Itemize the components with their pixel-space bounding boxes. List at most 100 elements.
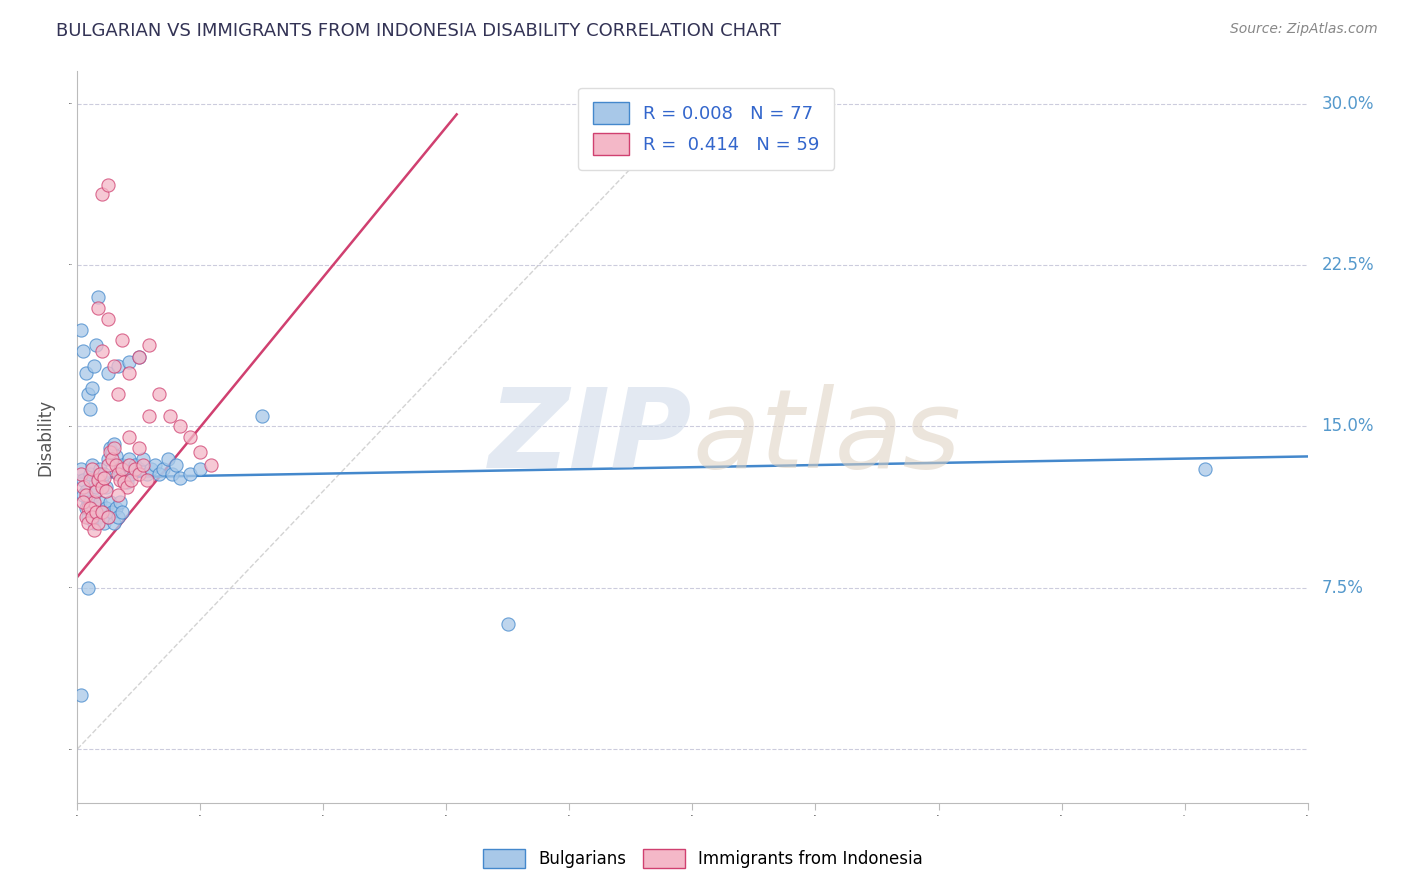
Point bbox=[97, 451, 120, 466]
Point bbox=[141, 462, 163, 476]
Point bbox=[79, 473, 101, 487]
Point bbox=[128, 351, 150, 365]
Point bbox=[79, 402, 101, 417]
Point bbox=[105, 458, 128, 472]
Point bbox=[138, 409, 160, 423]
Point bbox=[496, 617, 519, 632]
Point bbox=[97, 458, 120, 472]
Point bbox=[80, 505, 103, 519]
Point bbox=[89, 467, 111, 481]
Point bbox=[79, 494, 101, 508]
Point bbox=[115, 479, 138, 493]
Point bbox=[98, 494, 121, 508]
Point bbox=[72, 479, 94, 493]
Point bbox=[70, 467, 93, 481]
Point bbox=[132, 451, 155, 466]
Point bbox=[87, 301, 110, 315]
Point bbox=[97, 366, 120, 380]
Point bbox=[72, 473, 94, 487]
Point bbox=[111, 462, 134, 476]
Point bbox=[111, 333, 134, 347]
Point bbox=[124, 462, 146, 476]
Point bbox=[1194, 462, 1216, 476]
Point bbox=[70, 688, 93, 702]
Point bbox=[83, 494, 105, 508]
Point bbox=[87, 473, 110, 487]
Point bbox=[138, 337, 160, 351]
Point bbox=[101, 445, 124, 459]
Point bbox=[110, 473, 132, 487]
Point bbox=[76, 494, 98, 508]
Point bbox=[84, 337, 107, 351]
Point bbox=[156, 451, 179, 466]
Point bbox=[188, 462, 212, 476]
Point bbox=[90, 186, 114, 201]
Point bbox=[76, 501, 98, 516]
Point bbox=[114, 471, 136, 485]
Point bbox=[117, 451, 139, 466]
Point bbox=[70, 462, 93, 476]
Point bbox=[165, 458, 187, 472]
Point bbox=[75, 366, 97, 380]
Point bbox=[76, 516, 98, 530]
Point bbox=[83, 488, 105, 502]
Point bbox=[97, 509, 120, 524]
Point bbox=[72, 488, 94, 502]
Point bbox=[143, 458, 166, 472]
Point bbox=[76, 387, 98, 401]
Point bbox=[90, 479, 114, 493]
Point bbox=[84, 479, 107, 493]
Point bbox=[103, 436, 125, 450]
Point bbox=[128, 351, 150, 365]
Point bbox=[120, 473, 142, 487]
Point bbox=[128, 462, 150, 476]
Point bbox=[75, 501, 97, 516]
Point bbox=[128, 441, 150, 455]
Point bbox=[105, 501, 128, 516]
Point bbox=[136, 473, 159, 487]
Point bbox=[111, 505, 134, 519]
Point bbox=[87, 290, 110, 304]
Point bbox=[97, 311, 120, 326]
Point bbox=[90, 475, 114, 490]
Point bbox=[111, 458, 134, 472]
Point bbox=[89, 462, 111, 476]
Point bbox=[103, 359, 125, 373]
Point bbox=[188, 445, 212, 459]
Point bbox=[80, 509, 103, 524]
Point bbox=[83, 516, 105, 530]
Point bbox=[169, 471, 191, 485]
Point bbox=[179, 430, 201, 444]
Point bbox=[93, 516, 115, 530]
Point bbox=[98, 445, 121, 459]
Point bbox=[107, 462, 129, 476]
Point bbox=[169, 419, 191, 434]
Point bbox=[75, 488, 97, 502]
Y-axis label: Disability: Disability bbox=[37, 399, 55, 475]
Point bbox=[75, 483, 97, 498]
Text: BULGARIAN VS IMMIGRANTS FROM INDONESIA DISABILITY CORRELATION CHART: BULGARIAN VS IMMIGRANTS FROM INDONESIA D… bbox=[56, 22, 782, 40]
Point bbox=[90, 505, 114, 519]
Point bbox=[84, 501, 107, 516]
Point bbox=[107, 509, 129, 524]
Point bbox=[83, 523, 105, 537]
Text: 15.0%: 15.0% bbox=[1322, 417, 1374, 435]
Point bbox=[160, 467, 183, 481]
Point bbox=[179, 467, 201, 481]
Point bbox=[93, 471, 115, 485]
Point bbox=[80, 458, 103, 472]
Point bbox=[200, 458, 222, 472]
Text: 7.5%: 7.5% bbox=[1322, 579, 1364, 597]
Point bbox=[103, 441, 125, 455]
Point bbox=[72, 344, 94, 359]
Point bbox=[72, 494, 94, 508]
Point bbox=[80, 462, 103, 476]
Point bbox=[115, 475, 138, 490]
Point bbox=[90, 505, 114, 519]
Point bbox=[105, 450, 128, 464]
Point bbox=[101, 451, 124, 466]
Point bbox=[148, 467, 170, 481]
Point bbox=[114, 475, 136, 490]
Point bbox=[117, 458, 139, 472]
Point bbox=[97, 178, 120, 193]
